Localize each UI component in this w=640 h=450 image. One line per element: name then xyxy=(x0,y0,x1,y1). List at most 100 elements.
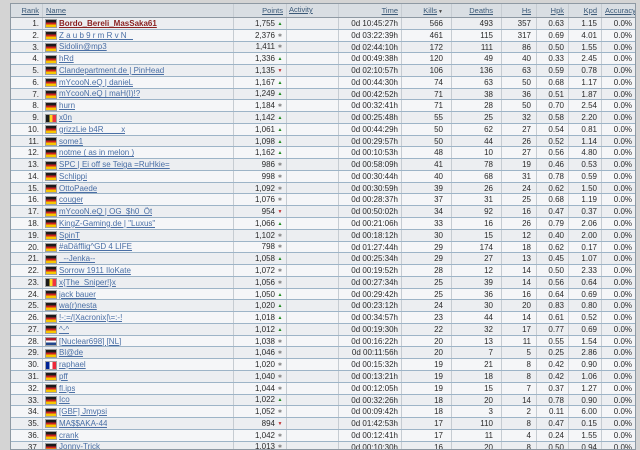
player-name-link[interactable]: Ico xyxy=(59,395,70,405)
sort-link-points[interactable]: Points xyxy=(262,6,283,15)
time-cell: 0d 00:50:02h xyxy=(339,206,402,218)
sort-link-time[interactable]: Time xyxy=(381,6,398,15)
flag-de-icon xyxy=(46,161,56,169)
player-name-link[interactable]: ^-^ xyxy=(59,324,70,334)
rank-number: 23. xyxy=(11,276,43,288)
player-name-link[interactable]: some1 xyxy=(59,136,84,146)
flag-de-icon xyxy=(46,43,56,51)
player-name-link[interactable]: jack bauer xyxy=(59,289,96,299)
sort-link-rank[interactable]: Rank xyxy=(21,6,39,15)
player-name-link[interactable]: notme ( as in melon ) xyxy=(59,148,135,158)
player-name-link[interactable]: mYcooN.eQ | danieL xyxy=(59,77,134,87)
player-name-link[interactable]: [Nuclear698] [NL] xyxy=(59,336,122,346)
player-name-link[interactable]: pff xyxy=(59,371,68,381)
points-value: 1,022 xyxy=(254,395,275,405)
kpd-cell: 2.00 xyxy=(569,229,602,241)
flag-de-icon xyxy=(46,302,56,310)
player-name-link[interactable]: fl.ips xyxy=(59,383,76,393)
player-name-link[interactable]: Sidolin@mp3 xyxy=(59,42,107,52)
kills-cell: 28 xyxy=(402,265,452,276)
sort-link-hpk[interactable]: Hpk xyxy=(550,6,564,15)
player-name-link[interactable]: crank xyxy=(59,430,79,440)
headshots-cell: 8 xyxy=(502,441,537,449)
player-name-link[interactable]: hurn xyxy=(59,101,76,111)
player-name-link[interactable]: OttoPaede xyxy=(59,183,98,193)
player-name-link[interactable]: --Jenka-- xyxy=(59,254,96,264)
trend-flat-icon: ✱ xyxy=(277,373,283,380)
kills-cell: 24 xyxy=(402,300,452,312)
deaths-cell: 39 xyxy=(452,276,502,288)
hpk-cell: 0.42 xyxy=(537,359,569,370)
sort-desc-icon: ▼ xyxy=(438,9,443,15)
player-name-link[interactable]: !-:=/|Xacronix|\=:-! xyxy=(59,313,123,323)
trend-flat-icon: ✱ xyxy=(277,362,283,369)
headshots-cell: 4 xyxy=(502,429,537,441)
trend-up-icon: ▲ xyxy=(277,126,283,133)
activity-cell xyxy=(287,18,339,29)
player-name-link[interactable]: SpinT xyxy=(59,230,80,240)
player-name-link[interactable]: MA$$AKA-44 xyxy=(59,418,108,428)
points-value: 1,038 xyxy=(254,336,275,346)
column-header-deaths: Deaths xyxy=(452,4,502,17)
player-name-link[interactable]: mYcooN.eQ | OG_$h0_Öt xyxy=(59,207,153,217)
hpk-cell: 0.11 xyxy=(537,406,569,418)
headshots-cell: 5 xyxy=(502,347,537,359)
player-name-link[interactable]: x{The_Sniper!}x xyxy=(59,277,116,287)
rank-number: 16. xyxy=(11,194,43,206)
player-name-link[interactable]: hRd xyxy=(59,54,74,64)
player-name-link[interactable]: Schlippi xyxy=(59,171,88,181)
activity-cell xyxy=(287,429,339,441)
table-row: 14. Schlippi 998 ✱ 0d 00:30:44h 40 68 31… xyxy=(11,170,635,183)
player-name-link[interactable]: Clandepartment.de | PinHead xyxy=(59,65,165,75)
sort-link-deaths[interactable]: Deaths xyxy=(469,6,493,15)
trend-up-icon: ▲ xyxy=(277,315,283,322)
accuracy-cell: 0.0% xyxy=(613,313,632,323)
table-row: 33. Ico 1,022 ▲ 0d 00:32:26h 18 20 14 0.… xyxy=(11,394,635,407)
headshots-cell: 50 xyxy=(502,76,537,88)
table-row: 6. mYcooN.eQ | danieL 1,167 ▲ 0d 00:44:3… xyxy=(11,76,635,89)
activity-cell xyxy=(287,418,339,429)
kills-cell: 48 xyxy=(402,147,452,159)
time-cell: 0d 02:10:57h xyxy=(339,65,402,76)
player-name-link[interactable]: SPC | Ei off se Teiga =RuHkie= xyxy=(59,160,170,170)
player-name-link[interactable]: #aDäfflig^GD 4 LIFE xyxy=(59,242,132,252)
sort-link-accuracy[interactable]: Accuracy xyxy=(605,6,635,15)
kpd-cell: 0.17 xyxy=(569,241,602,253)
sort-link-name[interactable]: Name xyxy=(46,6,67,15)
headshots-cell: 25 xyxy=(502,194,537,206)
player-name-link[interactable]: Z a u b 9 r m R v N _ xyxy=(59,30,134,40)
kills-cell: 20 xyxy=(402,335,452,347)
player-name-link[interactable]: wa(r)nesta xyxy=(59,301,97,311)
player-name-link[interactable]: couger xyxy=(59,195,84,205)
player-name-link[interactable]: Sorrow 1911 IloKate xyxy=(59,265,131,275)
rank-number: 30. xyxy=(11,359,43,370)
deaths-cell: 111 xyxy=(452,41,502,53)
player-name-link[interactable]: KingZ-Gaming.de | "Luxus" xyxy=(59,218,156,228)
player-name-link[interactable]: [GBF] Jmvpsi xyxy=(59,407,108,417)
player-name-link[interactable]: raphael xyxy=(59,360,86,370)
points-value: 1,012 xyxy=(254,324,275,334)
table-row: 2. Z a u b 9 r m R v N _ 2,376 ✱ 0d 03:2… xyxy=(11,29,635,42)
kpd-cell: 6.00 xyxy=(569,406,602,418)
sort-link-activity[interactable]: Activity xyxy=(289,5,313,14)
flag-de-icon xyxy=(46,55,56,63)
player-name-link[interactable]: Jonny-Trick xyxy=(59,442,101,450)
player-name-link[interactable]: x0n xyxy=(59,113,72,123)
deaths-cell: 38 xyxy=(452,88,502,100)
points-value: 1,092 xyxy=(254,183,275,193)
player-name-link[interactable]: grizzLie b4R x xyxy=(59,124,126,134)
player-name-link[interactable]: Bordo_Bereli_MasSaka61 xyxy=(59,18,157,28)
sort-link-kpd[interactable]: Kpd xyxy=(583,6,597,15)
sort-link-kills[interactable]: Kills xyxy=(423,6,438,15)
rank-number: 33. xyxy=(11,394,43,406)
trend-flat-icon: ✱ xyxy=(277,409,283,416)
accuracy-cell: 0.0% xyxy=(613,371,632,381)
table-row: 4. hRd 1,336 ▲ 0d 00:49:38h 120 49 40 0.… xyxy=(11,53,635,66)
player-name-link[interactable]: mYcooN.eQ | maH(I)!? xyxy=(59,89,141,99)
sort-link-hs[interactable]: Hs xyxy=(521,6,531,15)
points-cell: 1,056 ✱ xyxy=(234,276,287,288)
table-row: 23. x{The_Sniper!}x 1,056 ✱ 0d 00:27:34h… xyxy=(11,276,635,289)
activity-cell xyxy=(287,41,339,53)
trend-up-icon: ▲ xyxy=(277,115,283,122)
player-name-link[interactable]: Bl@de xyxy=(59,348,84,358)
